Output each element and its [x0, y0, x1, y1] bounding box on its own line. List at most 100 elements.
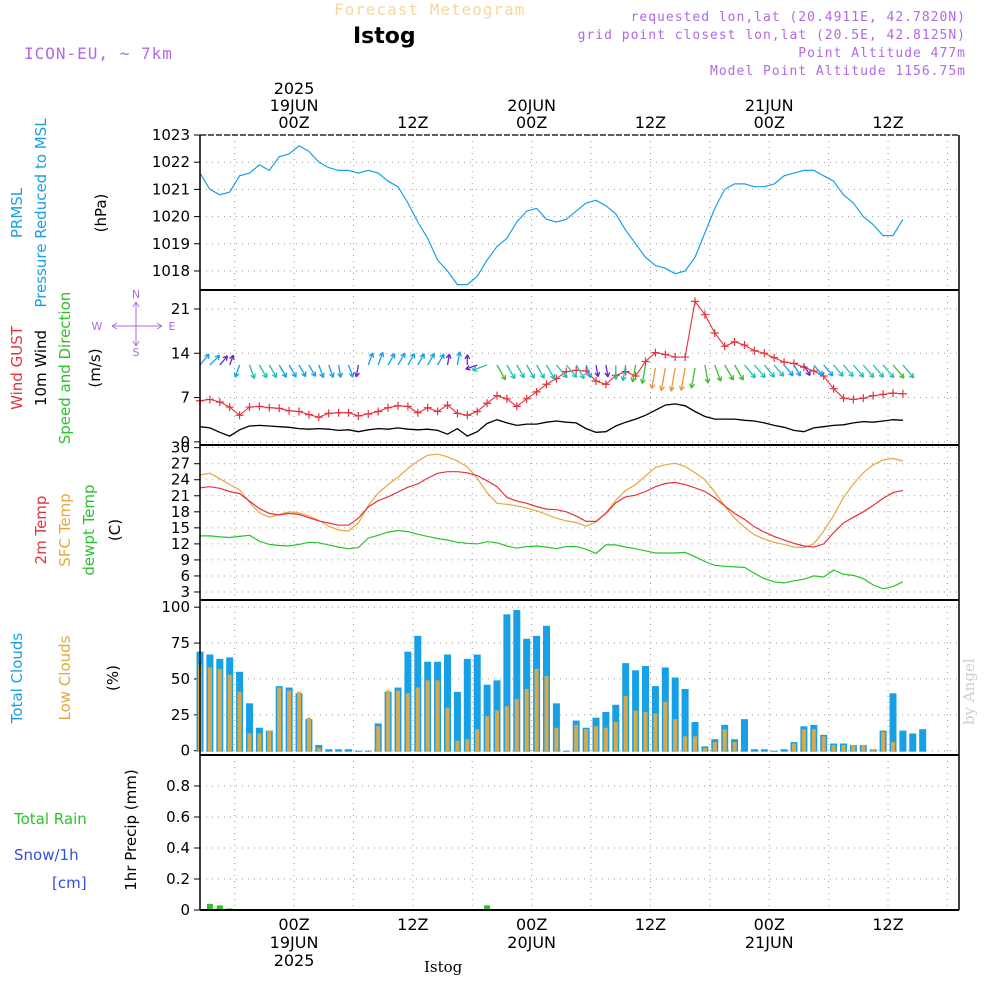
wind-arrow: [585, 364, 593, 379]
total-cloud-bar: [374, 723, 382, 752]
y-tick-label: 1022: [152, 153, 190, 171]
total-cloud-bar: [424, 661, 432, 752]
low-cloud-bar: [643, 711, 648, 752]
wind-arrow: [209, 354, 221, 366]
total-cloud-bar: [780, 749, 788, 752]
y-tick-label: 0.4: [166, 839, 190, 857]
total-cloud-bar: [671, 677, 679, 752]
y-tick-label: 50: [171, 670, 190, 688]
y-tick-label: 0.6: [166, 808, 190, 826]
total-cloud-bar: [790, 742, 798, 752]
y-tick-label: 30: [171, 439, 190, 457]
low-cloud-bar: [722, 729, 727, 752]
low-cloud-bar: [435, 680, 440, 752]
total-cloud-bar: [711, 739, 719, 752]
wind-arrow: [298, 364, 307, 378]
gust-marker: [394, 401, 402, 410]
temp-side-label: (C): [106, 519, 124, 541]
total-cloud-bar: [760, 749, 768, 752]
wind-arrow: [649, 367, 657, 390]
rain-bar: [206, 903, 213, 910]
total-cloud-bar: [255, 727, 263, 752]
wind-arrow: [575, 364, 585, 380]
total-cloud-bar: [750, 749, 758, 752]
y-tick-label: 21: [171, 300, 190, 318]
low-cloud-bar: [881, 732, 886, 752]
total-cloud-bar: [622, 663, 630, 752]
wind-arrow: [862, 364, 875, 379]
wind-arrow: [407, 353, 416, 366]
wind-side-label: 10m Wind: [32, 330, 50, 406]
gust-marker: [275, 404, 284, 413]
low-cloud-bar: [405, 693, 410, 752]
gust-marker: [235, 411, 244, 420]
gust-marker: [502, 394, 511, 403]
total-cloud-bar: [493, 680, 501, 752]
time-label-bottom: 21JUN: [745, 933, 794, 952]
total-cloud-bar: [612, 704, 620, 752]
gust-marker: [295, 407, 303, 416]
compass-arrows: [111, 301, 163, 347]
low-cloud-bar: [237, 691, 242, 752]
gust-marker: [661, 350, 670, 359]
total-cloud-bar: [453, 691, 461, 752]
wind-arrow: [337, 364, 344, 378]
low-cloud-bar: [495, 710, 499, 752]
wind-arrow: [714, 364, 723, 382]
wind-arrow: [793, 364, 801, 377]
wind-arrow: [258, 364, 268, 379]
wind-arrow: [678, 367, 686, 391]
low-cloud-bar: [257, 733, 262, 752]
wind-arrow: [456, 351, 462, 366]
model-altitude: Model Point Altitude 1156.75m: [710, 64, 966, 79]
wind-arrow: [843, 364, 854, 378]
wind-arrow: [783, 364, 794, 377]
point-altitude: Point Altitude 477m: [798, 46, 966, 61]
wind-arrow: [496, 364, 507, 381]
wind-arrow: [594, 364, 601, 378]
wind-arrow: [445, 353, 452, 366]
y-tick-label: 1023: [152, 126, 190, 144]
time-label-top: 21JUN: [745, 96, 794, 115]
gust-marker: [215, 397, 224, 406]
precip-axis-label: 1hr Precip (mm): [122, 769, 140, 890]
y-tick-label: 21: [171, 487, 190, 505]
time-label-bottom: 19JUN: [270, 933, 319, 952]
y-tick-label: 1018: [152, 262, 190, 280]
time-label-bottom: 00Z: [516, 915, 547, 934]
wind-arrow: [397, 352, 406, 366]
wind-arrow: [465, 364, 478, 371]
wind-arrow: [354, 364, 360, 378]
wind-arrow: [659, 367, 666, 392]
y-tick-label: 75: [171, 634, 190, 652]
total-cloud-bar: [463, 658, 471, 752]
total-cloud-bar: [285, 687, 293, 752]
total-cloud-bar: [394, 687, 402, 752]
gust-marker: [413, 408, 422, 417]
gust-marker: [423, 403, 432, 412]
wind-arrow: [689, 367, 696, 389]
low-cloud-bar: [653, 713, 658, 752]
clouds-side-label: Total Clouds: [8, 633, 26, 725]
total-cloud-bar: [869, 749, 877, 752]
wind-arrow: [630, 364, 637, 383]
wind-arrow: [318, 364, 325, 379]
total-cloud-bar: [414, 635, 422, 752]
total-cloud-bar: [543, 625, 550, 752]
total-cloud-bar: [592, 717, 600, 752]
low-cloud-bar: [663, 701, 668, 752]
wind-arrow: [526, 364, 535, 379]
y-tick-label: 9: [180, 551, 190, 569]
low-cloud-bar: [712, 742, 717, 752]
low-cloud-bar: [801, 729, 806, 752]
total-cloud-bar: [384, 691, 392, 752]
total-cloud-bar: [246, 703, 253, 752]
wind-arrow: [833, 364, 844, 377]
wind-arrow: [892, 364, 905, 379]
y-tick-label: 18: [171, 503, 190, 521]
low-cloud-bar: [732, 742, 737, 752]
gust-marker: [859, 394, 868, 403]
gust-marker: [621, 367, 630, 376]
gust-marker: [324, 409, 333, 418]
